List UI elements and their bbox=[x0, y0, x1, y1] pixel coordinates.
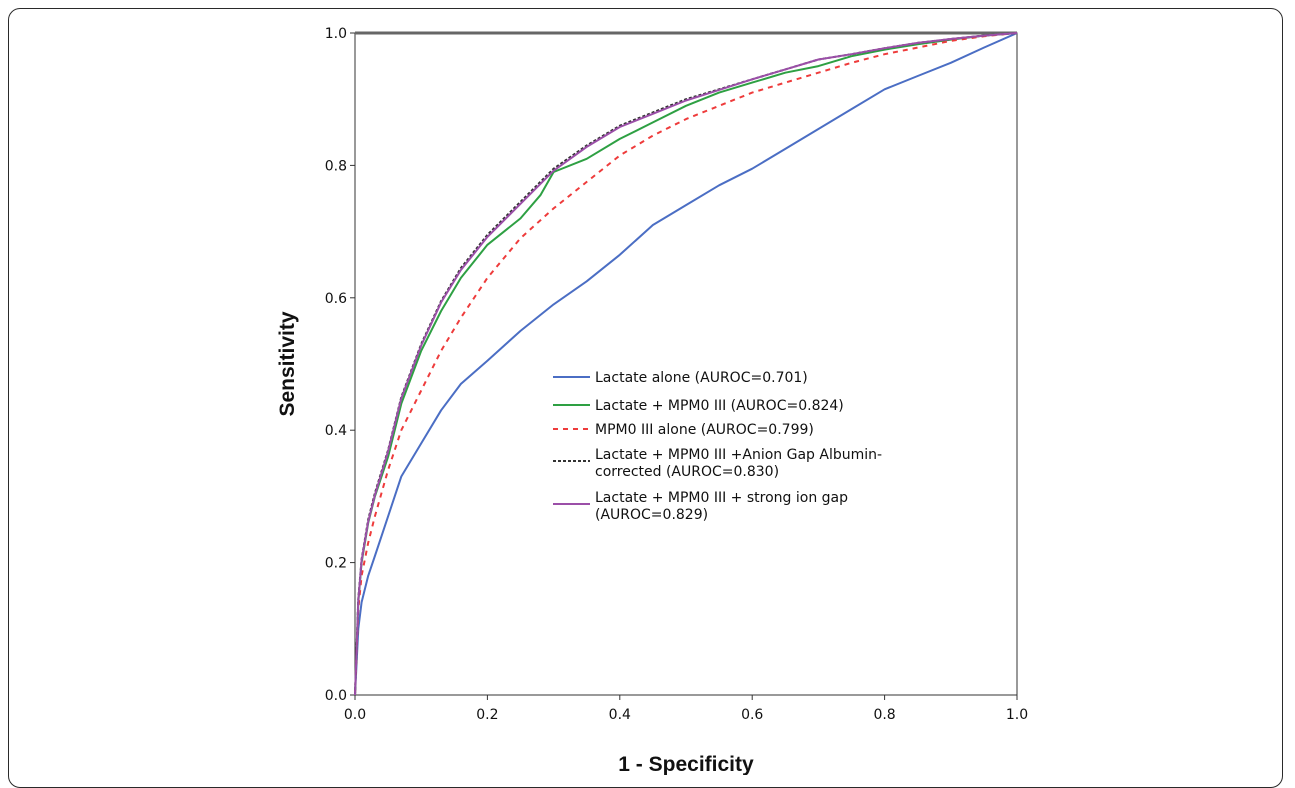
roc-curve-series-1 bbox=[354, 32, 1018, 696]
roc-curve-series-5 bbox=[354, 32, 1018, 696]
legend-label-series-5: Lactate + MPM0 III + strong ion gap (AURO… bbox=[595, 490, 848, 523]
x-tick-label: 0.4 bbox=[609, 707, 631, 723]
x-axis-title: 1 - Specificity bbox=[618, 753, 754, 775]
y-tick-label: 0.2 bbox=[325, 556, 347, 572]
legend-label-series-3: MPM0 III alone (AUROC=0.799) bbox=[595, 422, 814, 438]
legend-label-series-2: Lactate + MPM0 III (AUROC=0.824) bbox=[595, 398, 844, 414]
roc-curve-series-2 bbox=[354, 32, 1018, 696]
y-axis-ticks: 0.0 0.2 0.4 0.6 0.8 1.0 bbox=[325, 26, 355, 704]
roc-curve-series-4 bbox=[354, 32, 1018, 696]
y-axis-title: Sensitivity bbox=[276, 311, 299, 416]
y-tick-label: 0.8 bbox=[325, 158, 347, 174]
figure-frame bbox=[8, 8, 1283, 788]
roc-curve-series-3 bbox=[354, 32, 1018, 696]
y-tick-label: 0.6 bbox=[325, 291, 347, 307]
legend-label-series-4: Lactate + MPM0 III +Anion Gap Albumin-co… bbox=[595, 447, 882, 480]
y-tick-label: 1.0 bbox=[325, 26, 347, 42]
y-tick-label: 0.4 bbox=[325, 423, 347, 439]
plot-area bbox=[354, 31, 1018, 696]
x-tick-label: 0.8 bbox=[873, 707, 895, 723]
x-tick-label: 0.6 bbox=[741, 707, 763, 723]
x-tick-label: 1.0 bbox=[1006, 707, 1028, 723]
y-tick-label: 0.0 bbox=[325, 688, 347, 704]
plot-border bbox=[354, 32, 1018, 696]
legend-label-series-1: Lactate alone (AUROC=0.701) bbox=[595, 370, 808, 386]
x-tick-label: 0.2 bbox=[476, 707, 498, 723]
legend: Lactate alone (AUROC=0.701) Lactate + MPM… bbox=[553, 370, 882, 523]
x-tick-label: 0.0 bbox=[344, 707, 366, 723]
roc-curves bbox=[354, 32, 1018, 696]
x-axis-ticks: 0.0 0.2 0.4 0.6 0.8 1.0 bbox=[344, 695, 1028, 723]
